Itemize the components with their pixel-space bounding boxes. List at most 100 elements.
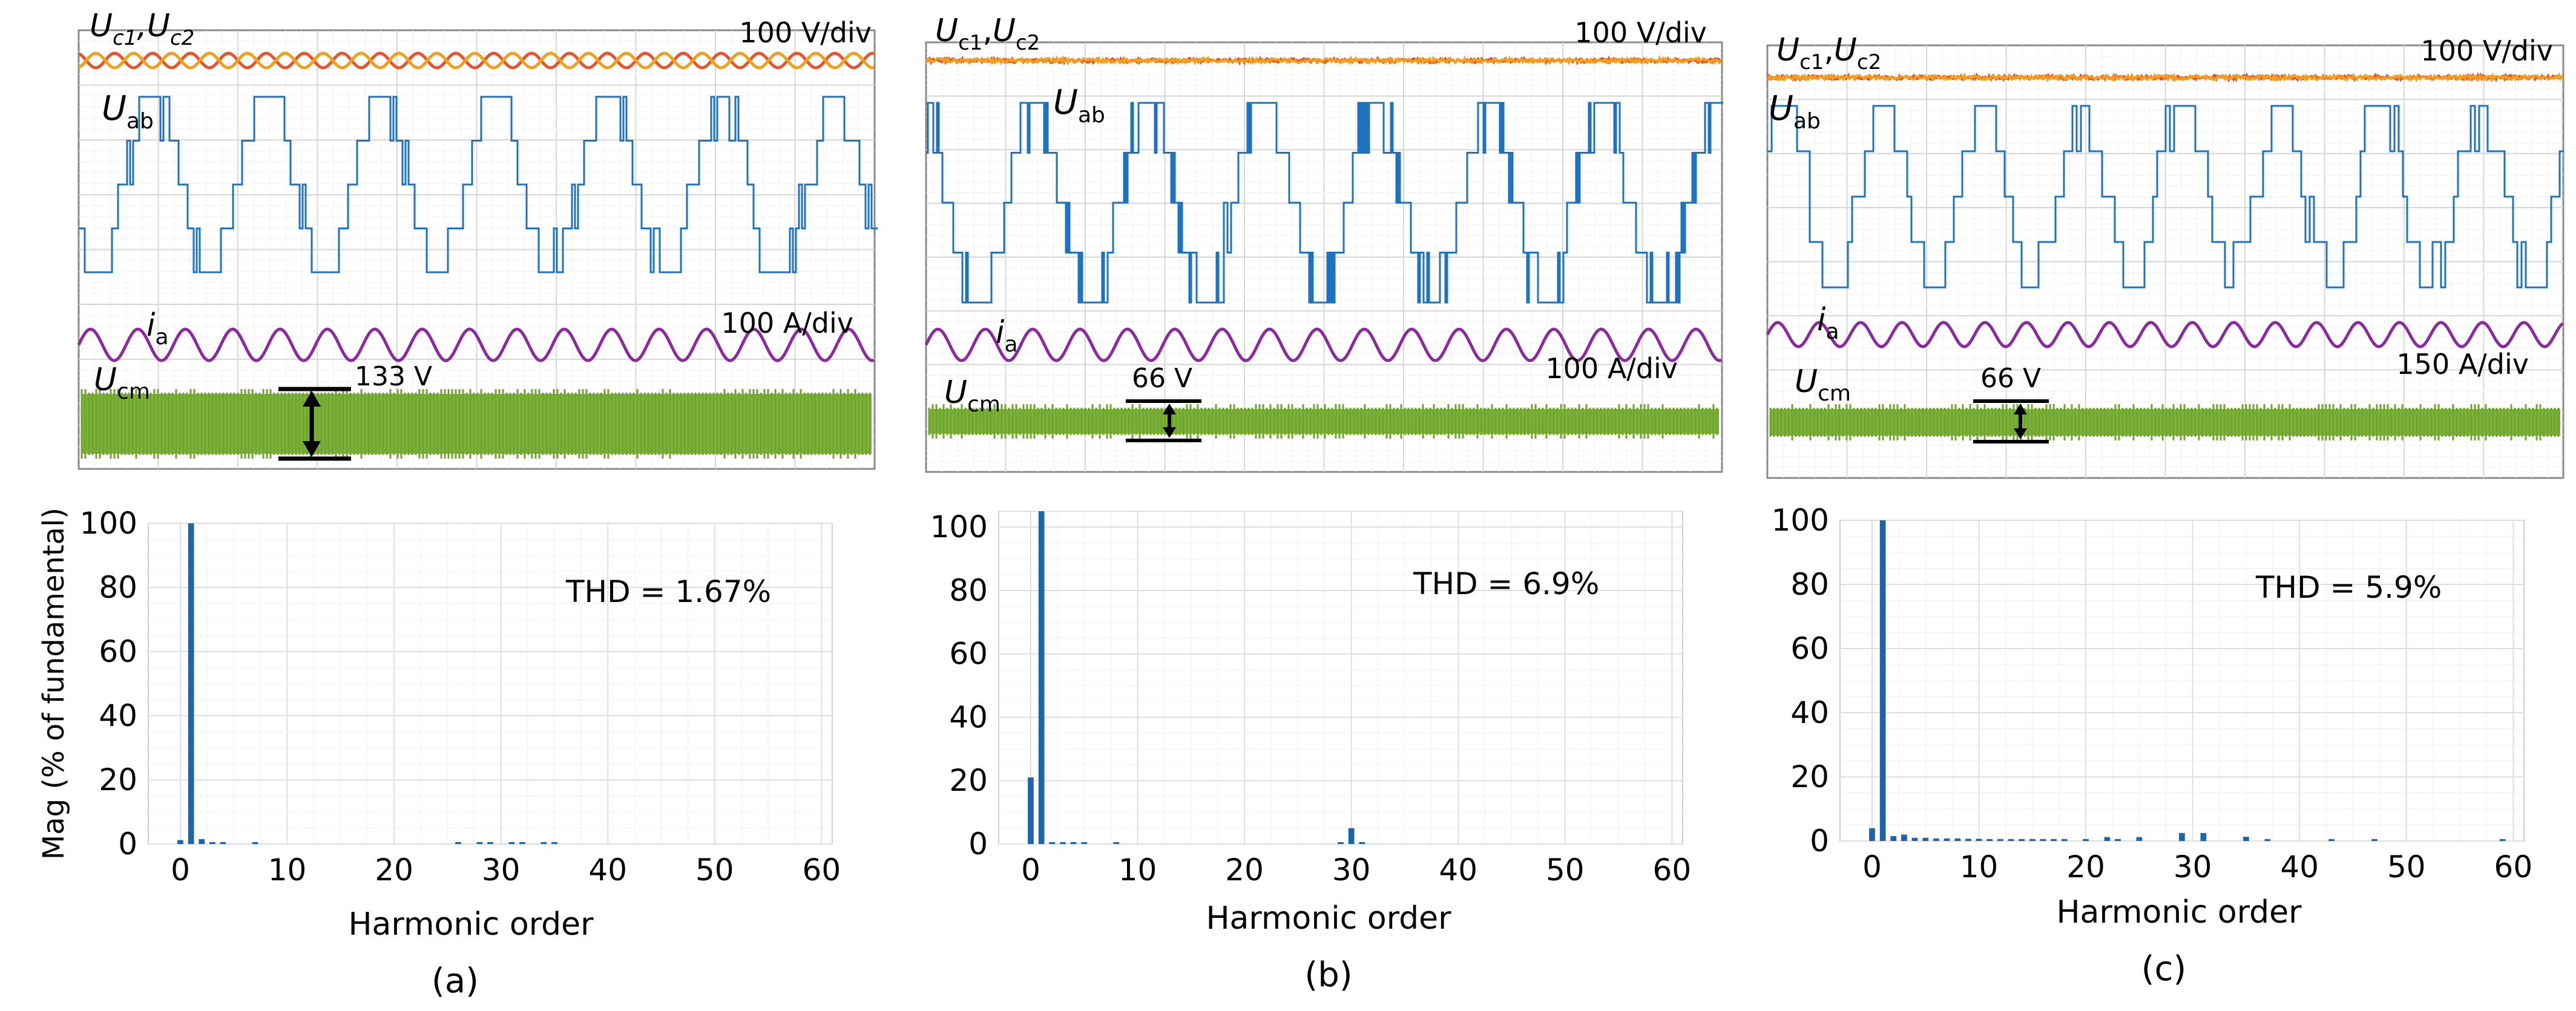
fft-grid <box>148 523 832 845</box>
bar-h3 <box>1060 842 1066 844</box>
bar-h6 <box>1933 838 1939 841</box>
x-axis-label: Harmonic order <box>1206 900 1451 937</box>
uc-label: Uc1,Uc2 <box>935 13 1040 55</box>
y-tick-labels: 0 20 40 60 80 100 <box>930 509 988 862</box>
x-tick-label: 50 <box>2387 849 2426 885</box>
ia-trace <box>77 327 875 362</box>
bar-h16 <box>2040 839 2046 841</box>
ucm-amplitude-label: 133 V <box>355 361 432 392</box>
thd-label: THD = 5.9% <box>2255 570 2442 605</box>
scope-a: Uc1,Uc2 100 V/div Uab ia 100 A/div Ucm 1… <box>77 8 878 470</box>
x-tick-label: 40 <box>1439 852 1477 888</box>
x-tick-label: 50 <box>695 852 734 888</box>
bar-h1 <box>1038 511 1045 844</box>
bar-h4 <box>1070 842 1077 844</box>
fft-grid <box>1840 520 2524 842</box>
bar-h31 <box>2200 833 2207 842</box>
thd-label: THD = 1.67% <box>565 574 771 609</box>
ia-label: ia <box>1817 302 1839 344</box>
uc1-trace <box>77 51 875 70</box>
y-tick-labels: 0 20 40 60 80 100 <box>80 506 137 862</box>
ucm-amplitude-label: 66 V <box>1980 363 2041 394</box>
y-tick-label: 20 <box>1790 759 1829 794</box>
bar-h7 <box>252 842 258 844</box>
volt-scale-label: 100 V/div <box>2420 34 2553 67</box>
ucm-amplitude-marker <box>1126 399 1201 442</box>
bar-h2 <box>1049 842 1056 844</box>
uc2-trace <box>77 51 875 70</box>
y-tick-label: 80 <box>99 570 137 605</box>
y-tick-labels: 0 20 40 60 80 100 <box>1772 503 1829 859</box>
fft-bars <box>1869 520 2506 842</box>
bar-h1 <box>1879 520 1886 841</box>
bar-h7 <box>1944 838 1950 841</box>
bar-h3 <box>1901 834 1907 841</box>
bar-h47 <box>2371 839 2377 841</box>
y-tick-label: 80 <box>1790 567 1829 602</box>
bar-h8 <box>1113 842 1120 844</box>
fft-chart-c: 0 10 20 30 40 50 60 0 20 40 60 80 100 THD = 5.9% Ha… <box>1772 503 2533 989</box>
bar-h17 <box>2051 839 2057 841</box>
bar-h10 <box>1976 839 1982 841</box>
ucm-amplitude-marker <box>278 387 351 461</box>
uc2-trace <box>1767 72 2564 83</box>
x-tick-label: 0 <box>171 852 190 888</box>
y-tick-label: 40 <box>949 699 988 735</box>
bar-h20 <box>2083 839 2089 841</box>
bar-h5 <box>1081 842 1088 844</box>
bar-h3 <box>209 842 215 844</box>
y-tick-label: 60 <box>99 634 137 669</box>
bar-h34 <box>540 842 547 844</box>
bar-h15 <box>2029 839 2036 841</box>
x-tick-label: 60 <box>803 852 841 888</box>
x-axis-label: Harmonic order <box>2056 894 2302 931</box>
ucm-amplitude-marker <box>1973 399 2049 443</box>
bar-h43 <box>2328 839 2334 841</box>
uab-trace <box>926 102 1723 304</box>
plot-area <box>998 511 1683 845</box>
scope-traces <box>924 54 1723 439</box>
panel-label: (b) <box>1304 955 1352 995</box>
x-tick-label: 10 <box>1119 852 1157 888</box>
y-tick-label: 100 <box>80 506 137 541</box>
uab-label: Uab <box>1053 83 1105 128</box>
bar-h22 <box>2104 837 2111 841</box>
x-tick-label: 0 <box>1862 849 1882 885</box>
bar-h29 <box>1338 842 1344 844</box>
bar-h14 <box>2019 839 2025 841</box>
bar-h2 <box>1890 836 1897 841</box>
ucm-label: Ucm <box>944 375 1000 417</box>
scope-grid <box>1767 45 2563 478</box>
fft-bars <box>1028 511 1365 844</box>
ia-label: ia <box>146 307 169 350</box>
x-tick-label: 50 <box>1546 852 1585 888</box>
x-axis-label: Harmonic order <box>348 906 594 943</box>
bar-h0 <box>1028 777 1034 844</box>
fft-grid <box>999 511 1683 845</box>
bar-h28 <box>476 842 483 844</box>
x-tick-label: 60 <box>1653 852 1692 888</box>
fft-chart-a: 0 10 20 30 40 50 60 0 20 40 60 80 100 THD = 1.67% H… <box>37 506 841 1001</box>
x-tick-labels: 0 10 20 30 40 50 60 <box>171 852 841 888</box>
panel-label: (a) <box>432 961 479 1001</box>
y-tick-label: 0 <box>118 826 137 862</box>
y-tick-label: 20 <box>949 763 988 798</box>
bar-h25 <box>2136 837 2143 841</box>
bar-h8 <box>1954 838 1961 841</box>
y-tick-label: 0 <box>1810 823 1829 859</box>
fft-chart-b: 0 10 20 30 40 50 60 0 20 40 60 80 100 THD = 6.9% Ha… <box>930 509 1692 995</box>
bar-h9 <box>1965 839 1971 841</box>
uc-label: Uc1,Uc2 <box>1776 32 1881 74</box>
y-tick-label: 40 <box>1790 695 1829 730</box>
bar-h29 <box>2179 833 2185 842</box>
scope-b: Uc1,Uc2 100 V/div Uab ia 100 A/div Ucm 6… <box>924 13 1723 473</box>
bar-h37 <box>2264 839 2271 841</box>
fft-bars <box>177 523 557 844</box>
x-tick-labels: 0 10 20 30 40 50 60 <box>1862 849 2532 885</box>
x-tick-label: 30 <box>2174 849 2212 885</box>
ia-trace <box>924 327 1722 362</box>
bar-h4 <box>1911 837 1918 841</box>
y-tick-label: 20 <box>99 762 137 797</box>
bar-h59 <box>2499 839 2506 841</box>
